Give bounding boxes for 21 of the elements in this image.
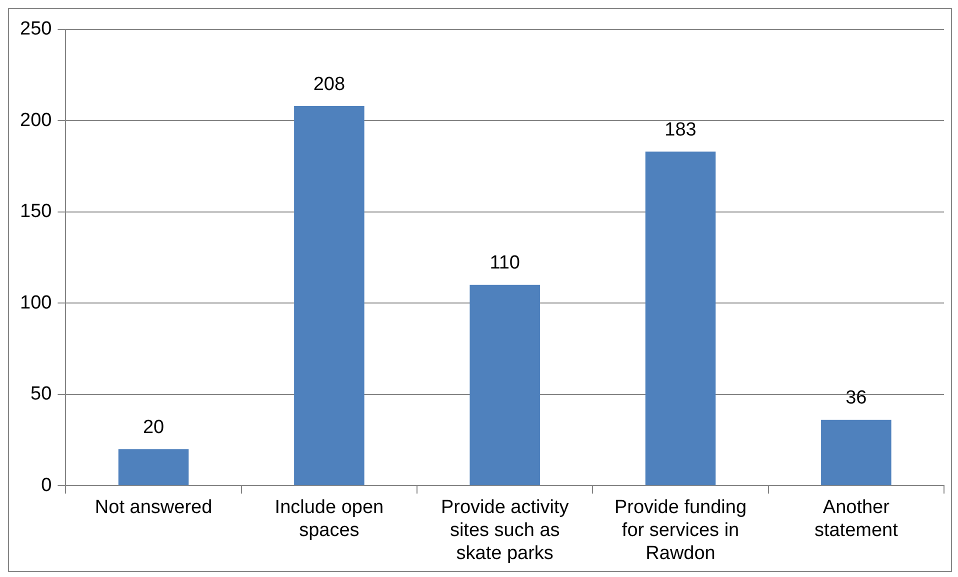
y-tick-label: 100: [20, 292, 52, 314]
x-tick-label: Another statement: [814, 497, 899, 542]
y-tick-label: 250: [20, 18, 52, 40]
data-label: 36: [846, 388, 867, 409]
x-tick-label: Not answered: [94, 497, 212, 518]
data-label: 20: [142, 416, 164, 438]
data-label: 208: [313, 74, 346, 95]
bar: [821, 420, 892, 486]
x-tick-label: Include open spaces: [274, 497, 384, 542]
x-tick-label: Provide activity sites such as skate parks: [440, 497, 570, 564]
bar: [294, 106, 364, 486]
bar: [470, 284, 540, 486]
y-tick-label: 150: [20, 201, 52, 222]
bar: [645, 152, 716, 486]
y-tick-label: 200: [20, 110, 52, 131]
data-label: 183: [664, 119, 696, 140]
x-tick-label: Provide funding for services in Rawdon: [614, 497, 747, 564]
y-tick-label: 50: [30, 384, 52, 405]
y-tick-label: 0: [41, 474, 52, 496]
data-label: 110: [490, 252, 520, 274]
bar: [118, 449, 189, 486]
